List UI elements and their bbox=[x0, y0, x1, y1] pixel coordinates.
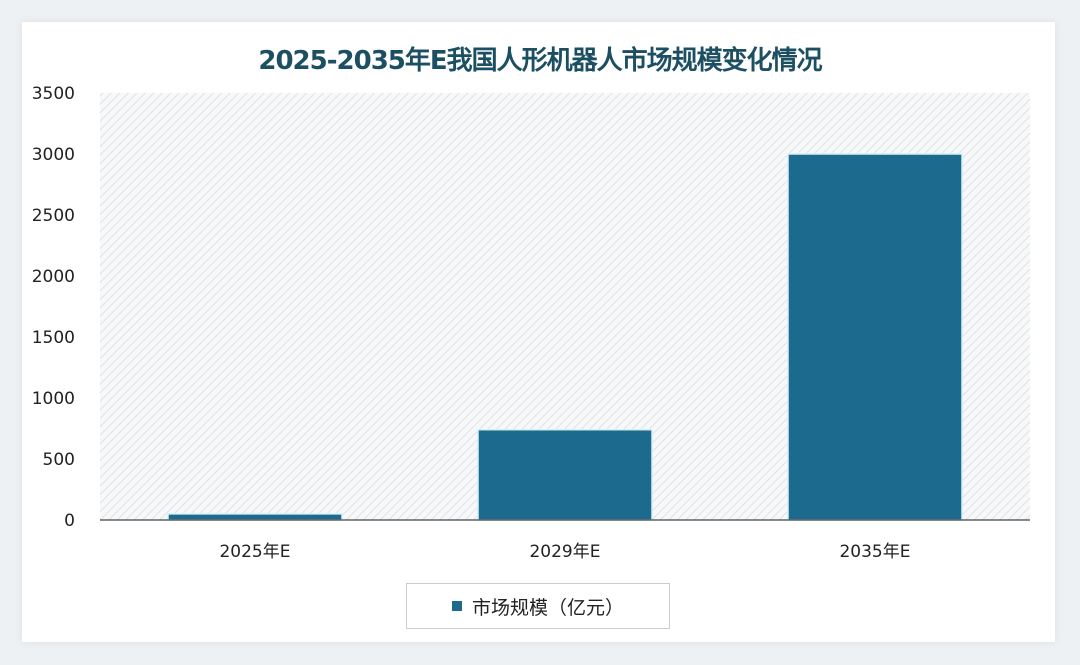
y-tick-label: 0 bbox=[64, 511, 75, 531]
bar bbox=[787, 153, 963, 521]
y-tick-label: 2500 bbox=[32, 206, 75, 226]
legend: 市场规模（亿元） bbox=[406, 583, 670, 629]
y-tick-label: 3500 bbox=[32, 84, 75, 104]
x-tick-label: 2025年E bbox=[219, 542, 290, 562]
x-tick-label: 2035年E bbox=[839, 542, 910, 562]
legend-label: 市场规模（亿元） bbox=[471, 596, 624, 619]
y-tick-label: 500 bbox=[43, 450, 75, 470]
y-tick-label: 3000 bbox=[32, 145, 75, 165]
y-tick-label: 2000 bbox=[32, 267, 75, 287]
chart-title: 2025-2035年E我国人形机器人市场规模变化情况 bbox=[258, 46, 822, 76]
y-tick-label: 1000 bbox=[32, 389, 75, 409]
legend-swatch bbox=[451, 601, 462, 611]
y-tick-label: 1500 bbox=[32, 328, 75, 348]
x-tick-label: 2029年E bbox=[529, 542, 600, 562]
bar bbox=[477, 428, 653, 521]
bar bbox=[167, 513, 343, 521]
